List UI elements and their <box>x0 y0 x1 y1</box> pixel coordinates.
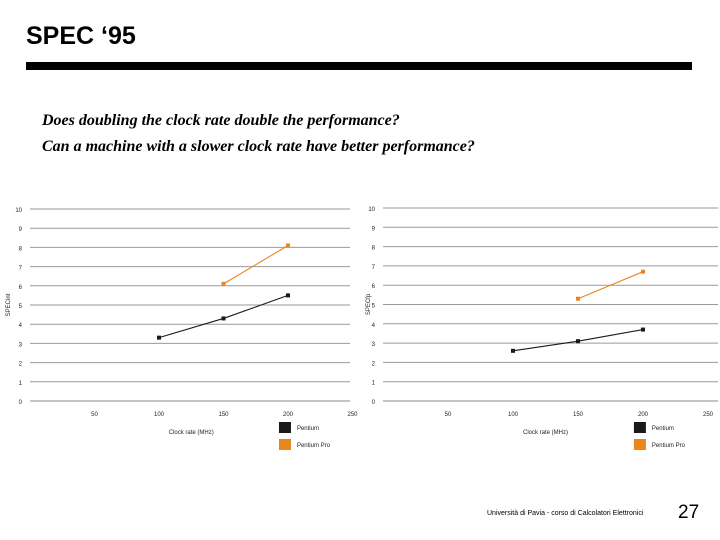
y-tick-label: 4 <box>19 323 23 329</box>
data-point <box>286 293 290 298</box>
y-tick-label: 10 <box>15 208 22 214</box>
x-tick-label: 200 <box>283 412 294 418</box>
data-point <box>576 339 580 344</box>
y-tick-label: 0 <box>19 400 23 406</box>
data-point <box>641 327 645 332</box>
y-tick-label: 6 <box>19 285 23 291</box>
series-line <box>223 245 289 285</box>
legend-swatch <box>633 439 646 450</box>
legend-swatch <box>278 422 291 433</box>
legend-label: Pentium Pro <box>652 443 686 449</box>
question-1: Does doubling the clock rate double the … <box>42 112 400 129</box>
x-tick-label: 100 <box>154 412 165 418</box>
data-point <box>157 335 161 340</box>
y-tick-label: 10 <box>368 207 375 213</box>
specint-chart: 0 1 2 3 4 5 6 7 8 9 10 50 100 150 200 250 Clock rate (MH… <box>6 208 358 450</box>
data-point <box>576 296 580 301</box>
y-tick-label: 8 <box>19 246 23 252</box>
y-tick-label: 8 <box>372 246 376 252</box>
y-tick-label: 3 <box>372 342 376 348</box>
series-line <box>577 271 644 300</box>
x-tick-label: 250 <box>347 412 358 418</box>
y-tick-label: 1 <box>19 381 23 387</box>
x-tick-label: 150 <box>573 412 584 418</box>
data-point <box>511 348 515 353</box>
legend-label: Pentium <box>652 426 674 432</box>
slide-title: SPEC ‘95 <box>26 22 136 50</box>
x-axis-label: Clock rate (MHz) <box>523 430 568 436</box>
x-axis-label: Clock rate (MHz) <box>169 430 214 436</box>
title-underline <box>26 62 692 70</box>
y-tick-label: 4 <box>372 323 376 329</box>
x-tick-label: 50 <box>445 412 452 418</box>
question-2: Can a machine with a slower clock rate h… <box>42 138 475 155</box>
x-tick-label: 50 <box>91 412 98 418</box>
data-point <box>221 316 226 321</box>
y-tick-label: 9 <box>372 226 376 232</box>
x-tick-label: 200 <box>638 412 649 418</box>
data-point <box>641 269 645 274</box>
y-axis-label: SPECfp <box>366 293 372 315</box>
y-tick-label: 1 <box>372 381 376 387</box>
specfp-chart: 0 1 2 3 4 5 6 7 8 9 10 50 100 150 200 250 Clock rate (MH… <box>366 207 718 450</box>
x-tick-label: 250 <box>703 412 714 418</box>
y-axis-label: SPECint <box>6 293 12 316</box>
x-tick-label: 150 <box>218 412 229 418</box>
y-tick-label: 0 <box>372 400 376 406</box>
y-tick-label: 6 <box>372 284 376 290</box>
legend-label: Pentium Pro <box>297 443 331 449</box>
y-tick-label: 3 <box>19 342 23 348</box>
page-number: 27 <box>678 502 700 523</box>
legend-swatch <box>278 439 291 450</box>
y-tick-label: 5 <box>372 304 376 310</box>
data-point <box>286 243 290 248</box>
y-tick-label: 9 <box>19 227 23 233</box>
y-tick-label: 2 <box>372 361 376 367</box>
y-tick-label: 7 <box>372 265 376 271</box>
x-tick-label: 100 <box>508 412 519 418</box>
y-tick-label: 7 <box>19 266 23 272</box>
footer-text: Università di Pavia - corso di Calcolato… <box>487 510 644 517</box>
legend-label: Pentium <box>297 426 319 432</box>
data-point <box>221 281 226 286</box>
legend-swatch <box>633 422 646 433</box>
y-tick-label: 5 <box>19 304 23 310</box>
y-tick-label: 2 <box>19 362 23 368</box>
